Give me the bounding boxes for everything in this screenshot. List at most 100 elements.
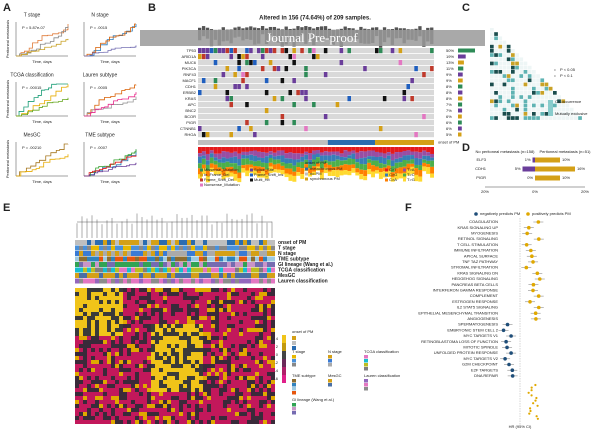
heatmap-cell bbox=[135, 396, 139, 400]
snv-stack bbox=[209, 163, 214, 168]
matrix-cell bbox=[506, 86, 511, 91]
heatmap-cell bbox=[271, 356, 275, 360]
heatmap-cell bbox=[231, 364, 235, 368]
matrix-cell bbox=[523, 116, 528, 120]
matrix-cell bbox=[490, 65, 494, 70]
heatmap-cell bbox=[83, 384, 87, 388]
heatmap-cell bbox=[107, 404, 111, 408]
heatmap-cell bbox=[223, 408, 227, 412]
annotation-cell bbox=[239, 278, 243, 284]
heatmap-cell bbox=[87, 304, 91, 308]
heatmap-cell bbox=[159, 288, 163, 292]
snv-stack bbox=[410, 147, 415, 152]
heatmap-cell bbox=[171, 368, 175, 372]
annotation-cell bbox=[155, 245, 159, 251]
heatmap-cell bbox=[247, 372, 251, 376]
heatmap-cell bbox=[195, 420, 199, 424]
heatmap-cell bbox=[179, 400, 183, 404]
annotation-cell bbox=[267, 245, 271, 251]
annotation-cell bbox=[167, 240, 171, 245]
heatmap-cell bbox=[123, 356, 127, 360]
annotation-cell bbox=[171, 262, 175, 267]
matrix-cell bbox=[490, 53, 494, 57]
annotation-cell bbox=[115, 240, 119, 245]
heatmap-cell bbox=[167, 404, 171, 408]
annotation-cell bbox=[163, 278, 167, 284]
heatmap-cell bbox=[239, 384, 243, 388]
heatmap-cell bbox=[247, 376, 251, 380]
heatmap-cell bbox=[135, 312, 139, 316]
annotation-cell bbox=[219, 251, 223, 256]
snv-stack bbox=[367, 162, 372, 170]
annotation-cell bbox=[119, 267, 123, 273]
legend-dot bbox=[526, 212, 530, 216]
snv-stack bbox=[233, 163, 238, 170]
heatmap-cell bbox=[227, 300, 231, 304]
mutation-cell bbox=[363, 66, 367, 72]
gene-row-bg bbox=[198, 132, 434, 138]
heatmap-cell bbox=[259, 416, 263, 420]
heatmap-cell bbox=[207, 372, 211, 376]
heatmap-cell bbox=[243, 392, 247, 396]
annotation-cell bbox=[207, 262, 211, 267]
heatmap-cell bbox=[247, 332, 251, 336]
matrix-cell bbox=[502, 112, 507, 116]
heatmap-cell bbox=[255, 332, 259, 336]
heatmap-cell bbox=[191, 392, 195, 396]
pathway-label: UNFOLDED PROTEIN RESPONSE bbox=[434, 350, 499, 355]
heatmap-cell bbox=[195, 328, 199, 332]
heatmap-cell bbox=[87, 312, 91, 316]
annotation-cell bbox=[107, 251, 111, 256]
heatmap-cell bbox=[119, 408, 123, 412]
gene-row-bg bbox=[198, 60, 434, 66]
heatmap-cell bbox=[99, 312, 103, 316]
heatmap-cell bbox=[147, 344, 151, 348]
legend-text: Frame_Shift_Del bbox=[204, 177, 234, 182]
heatmap-cell bbox=[211, 388, 215, 392]
annotation-cell bbox=[251, 278, 255, 284]
heatmap-cell bbox=[251, 356, 255, 360]
annotation-cell bbox=[199, 273, 203, 278]
annotation-cell bbox=[243, 267, 247, 273]
heatmap-cell bbox=[267, 416, 271, 420]
heatmap-cell bbox=[255, 352, 259, 356]
heatmap-cell bbox=[159, 348, 163, 352]
matrix-cell bbox=[574, 116, 578, 120]
heatmap-cell bbox=[207, 288, 211, 292]
heatmap-cell bbox=[115, 400, 119, 404]
snv-stack bbox=[205, 164, 210, 171]
annotation-cell bbox=[255, 262, 259, 267]
heatmap-cell bbox=[259, 316, 263, 320]
mutation-cell bbox=[205, 132, 210, 138]
matrix-cell bbox=[532, 74, 536, 78]
matrix-cell bbox=[515, 116, 519, 120]
heatmap-cell bbox=[211, 392, 215, 396]
annotation-cell bbox=[263, 245, 267, 251]
heatmap-cell bbox=[139, 364, 143, 368]
heatmap-cell bbox=[183, 296, 187, 300]
heatmap-cell bbox=[251, 416, 255, 420]
heatmap-cell bbox=[231, 288, 235, 292]
heatmap-cell bbox=[147, 392, 151, 396]
heatmap-cell bbox=[227, 420, 231, 424]
annotation-cell bbox=[247, 278, 251, 284]
heatmap-cell bbox=[199, 408, 203, 412]
heatmap-cell bbox=[235, 316, 239, 320]
heatmap-cell bbox=[175, 320, 179, 324]
heatmap-cell bbox=[231, 404, 235, 408]
heatmap-cell bbox=[139, 300, 143, 304]
point bbox=[528, 300, 532, 304]
heatmap-cell bbox=[203, 320, 207, 324]
heatmap-cell bbox=[111, 344, 115, 348]
legend-text: Nonsense_Mutation bbox=[204, 182, 240, 187]
heatmap-cell bbox=[199, 380, 203, 384]
heatmap-cell bbox=[115, 384, 119, 388]
snv-stack bbox=[339, 165, 344, 171]
matrix-cell bbox=[502, 86, 507, 91]
snv-stack bbox=[276, 147, 281, 151]
heatmap-cell bbox=[175, 308, 179, 312]
matrix-cell bbox=[498, 78, 503, 83]
heatmap-cell bbox=[119, 352, 123, 356]
heatmap-cell bbox=[255, 384, 259, 388]
heatmap-cell bbox=[171, 300, 175, 304]
